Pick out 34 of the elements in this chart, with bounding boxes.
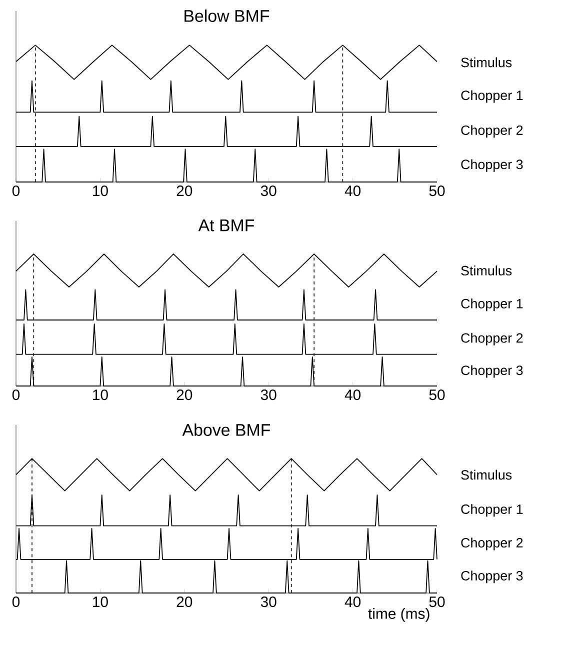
series-label: Chopper 1	[461, 504, 523, 517]
x-tick-label: 0	[12, 596, 20, 608]
x-axis-title: time (ms)	[368, 608, 430, 622]
series-label: Chopper 2	[461, 332, 523, 346]
x-tick-label: 0	[12, 186, 20, 196]
chart-title: Below BMF	[184, 10, 270, 22]
series-label: Chopper 3	[461, 570, 523, 584]
series-label: Chopper 1	[461, 298, 523, 312]
x-tick-label: 20	[176, 390, 192, 400]
x-tick-label: 40	[344, 390, 361, 400]
x-tick-label: 0	[12, 390, 20, 400]
x-tick-label: 10	[93, 596, 108, 608]
x-tick-label: 20	[176, 596, 192, 608]
series-label: Chopper 2	[461, 125, 523, 138]
chart-title: At BMF	[198, 220, 254, 232]
x-tick-label: 30	[260, 390, 276, 400]
x-tick-label: 50	[429, 390, 445, 400]
x-tick-label: 30	[260, 596, 276, 608]
x-tick-label: 30	[260, 186, 276, 196]
series-label: Chopper 3	[461, 365, 523, 378]
x-tick-label: 10	[93, 390, 108, 400]
series-label: Chopper 3	[461, 159, 523, 172]
x-tick-label: 40	[344, 186, 361, 196]
x-tick-label: 50	[429, 186, 445, 196]
x-tick-label: 50	[429, 596, 445, 608]
x-tick-label: 40	[344, 596, 361, 608]
x-tick-label: 20	[176, 186, 192, 196]
series-label: Stimulus	[461, 470, 512, 480]
series-label: Stimulus	[461, 266, 512, 276]
x-tick-label: 10	[93, 186, 108, 196]
chart-title: Above BMF	[182, 424, 270, 436]
series-label: Stimulus	[461, 57, 512, 68]
series-label: Chopper 1	[461, 90, 523, 103]
series-label: Chopper 2	[461, 538, 523, 550]
